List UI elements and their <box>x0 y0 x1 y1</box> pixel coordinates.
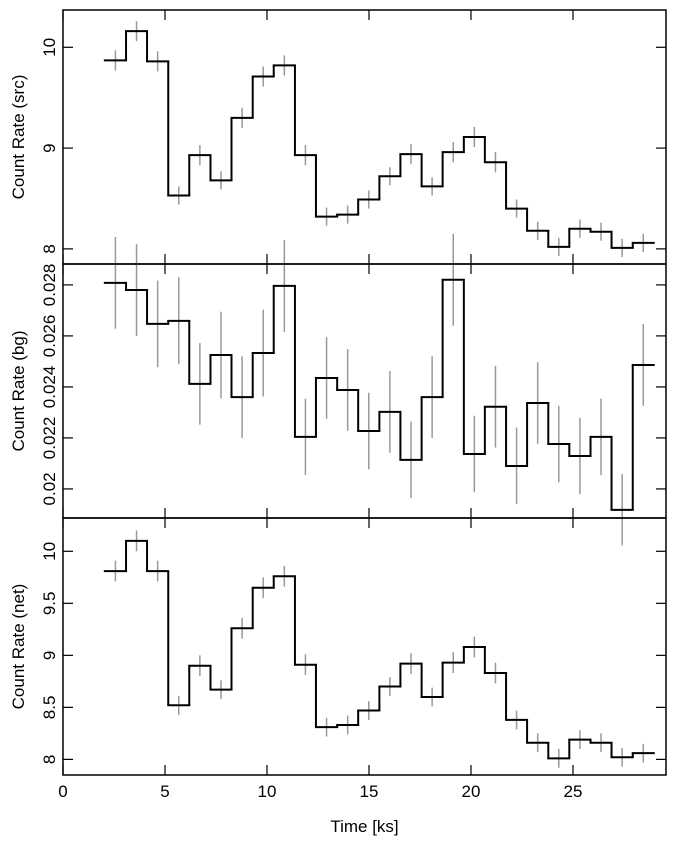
y-tick-label: 8 <box>40 244 59 253</box>
y-tick-label: 9 <box>40 651 59 660</box>
y-axis-label: Count Rate (bg) <box>9 331 28 452</box>
y-tick-label: 0.028 <box>40 264 59 307</box>
x-tick-label: 0 <box>58 782 67 801</box>
y-tick-label: 0.024 <box>40 366 59 409</box>
x-tick-label: 10 <box>258 782 277 801</box>
x-tick-label: 15 <box>360 782 379 801</box>
y-tick-label: 10 <box>40 542 59 561</box>
plot-frame <box>62 263 667 519</box>
x-tick-label: 20 <box>462 782 481 801</box>
y-tick-label: 0.022 <box>40 417 59 460</box>
y-tick-label: 8 <box>40 755 59 764</box>
y-tick-label: 0.02 <box>40 472 59 505</box>
plot-frame <box>62 9 667 265</box>
x-axis-label: Time [ks] <box>330 817 398 836</box>
y-axis-label: Count Rate (net) <box>9 584 28 710</box>
y-tick-label: 9 <box>40 143 59 152</box>
x-tick-label: 25 <box>564 782 583 801</box>
y-tick-label: 0.026 <box>40 315 59 358</box>
y-tick-label: 9.5 <box>40 591 59 615</box>
y-axis-label: Count Rate (src) <box>9 75 28 200</box>
x-tick-label: 5 <box>160 782 169 801</box>
plot-frame <box>62 517 667 776</box>
y-tick-label: 8.5 <box>40 696 59 720</box>
y-tick-label: 10 <box>40 38 59 57</box>
